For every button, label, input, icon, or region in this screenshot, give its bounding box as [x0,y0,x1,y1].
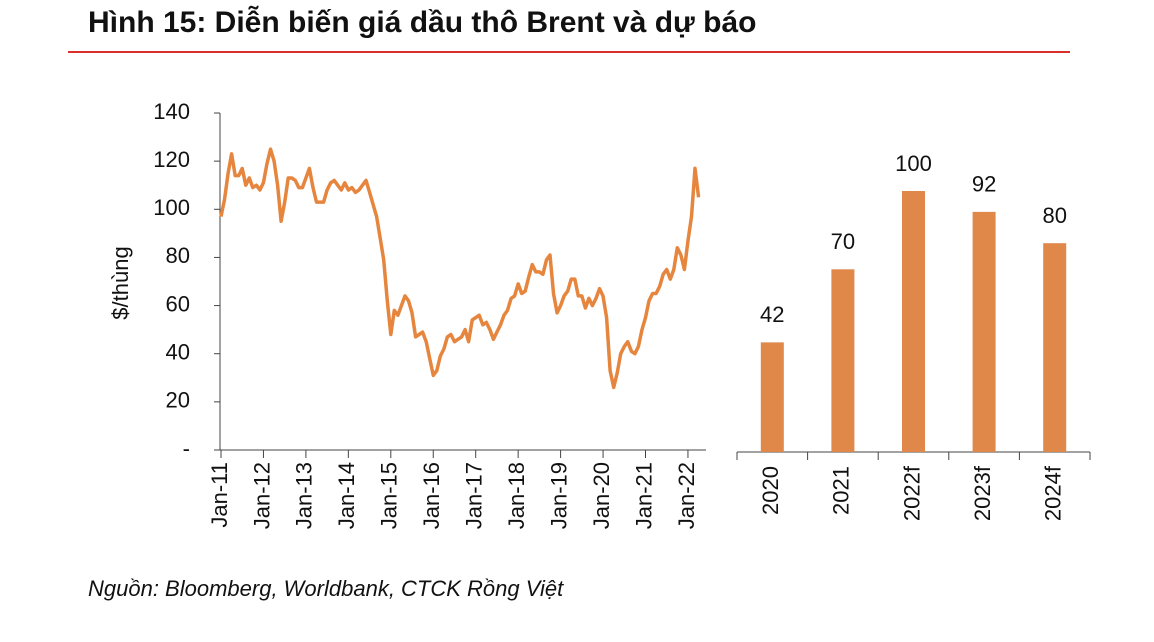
x-tick-label: Jan-12 [249,462,274,529]
y-tick-label: 120 [153,147,190,172]
y-tick-label: 20 [166,388,190,413]
y-tick-label: 40 [166,340,190,365]
y-tick-label: - [183,436,190,461]
bar-value-label: 100 [895,151,932,176]
bar-value-label: 42 [760,302,784,327]
source-note: Nguồn: Bloomberg, Worldbank, CTCK Rồng V… [88,576,564,601]
x-tick-label: Jan-21 [631,462,656,529]
x-tick-label: 2023f [970,465,995,521]
x-tick-label: Jan-13 [292,462,317,529]
bar [760,342,784,452]
x-tick-label: 2022f [899,465,924,521]
bar [902,191,925,452]
x-tick-label: 2021 [829,466,854,515]
price-line [219,147,701,390]
bar-value-label: 70 [831,229,855,254]
bar-value-label: 92 [972,172,996,197]
x-tick-label: Jan-22 [674,462,699,529]
y-tick-label: 80 [166,243,190,268]
y-tick-label: 100 [153,195,190,220]
y-tick-label: 140 [153,99,190,124]
bar [831,269,855,452]
x-tick-label: Jan-20 [589,462,614,529]
bar-value-label: 80 [1042,203,1066,228]
x-tick-label: Jan-14 [334,462,359,529]
x-tick-label: Jan-19 [546,462,571,529]
y-tick-label: 60 [166,291,190,316]
bar [972,211,996,452]
title: Hình 15: Diễn biến giá dầu thô Brent và … [88,5,756,39]
x-tick-label: Jan-11 [207,462,232,528]
x-tick-label: 2024f [1041,465,1066,521]
x-tick-label: 2020 [758,466,783,515]
bar [1043,243,1067,452]
x-tick-label: Jan-16 [419,462,444,529]
x-tick-label: Jan-18 [504,462,529,529]
x-tick-label: Jan-17 [462,462,487,529]
x-tick-label: Jan-15 [377,462,402,529]
y-axis-label: $/thùng [108,246,133,319]
